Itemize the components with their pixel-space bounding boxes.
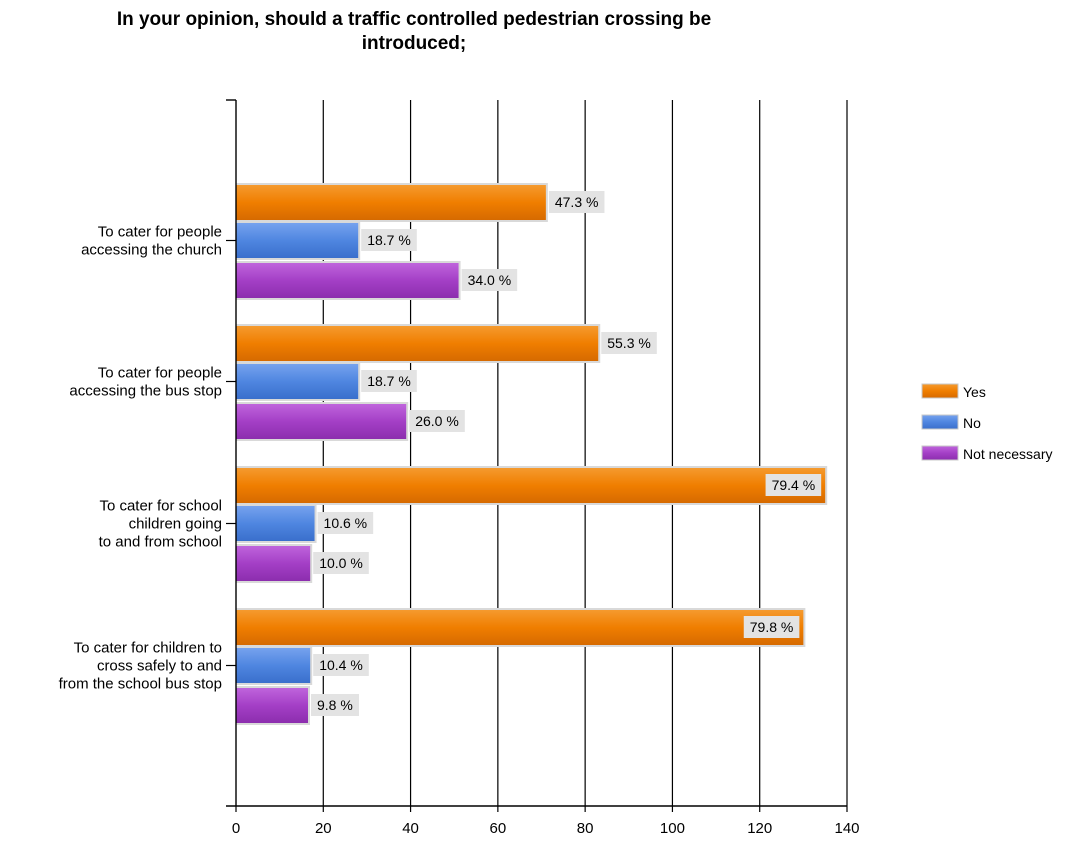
- legend-label: No: [963, 415, 981, 431]
- data-label: 47.3 %: [555, 194, 599, 210]
- x-tick-label: 20: [315, 820, 332, 837]
- category-label: to and from school: [99, 534, 222, 551]
- category-label: from the school bus stop: [59, 676, 222, 693]
- legend-swatch-not-necessary: [921, 445, 959, 461]
- bar-no: [236, 648, 311, 683]
- bar-not-necessary: [236, 546, 311, 581]
- category-label: To cater for school: [99, 498, 222, 515]
- legend: Yes No Not necessary: [921, 383, 1052, 462]
- data-label-background: [313, 552, 369, 574]
- data-label: 55.3 %: [607, 335, 651, 351]
- category-label: To cater for people: [98, 365, 222, 382]
- category-label: cross safely to and: [97, 658, 222, 675]
- x-tick-label: 100: [660, 820, 685, 837]
- bar-no: [236, 223, 359, 258]
- x-tick-label: 40: [402, 820, 419, 837]
- data-label-background: [313, 654, 369, 676]
- data-label-background: [361, 370, 417, 392]
- data-label-background: [409, 410, 465, 432]
- data-label: 34.0 %: [468, 272, 512, 288]
- x-tick-label: 60: [490, 820, 507, 837]
- x-tick-label: 140: [834, 820, 859, 837]
- bar-yes: [236, 185, 546, 220]
- x-tick-label: 120: [747, 820, 772, 837]
- bar-not-necessary: [236, 404, 407, 439]
- data-label: 79.4 %: [772, 477, 816, 493]
- data-label-background: [317, 512, 374, 534]
- bar-not-necessary: [236, 688, 309, 723]
- legend-swatch-no: [921, 414, 959, 430]
- data-label: 10.0 %: [319, 555, 363, 571]
- data-label: 79.8 %: [750, 619, 794, 635]
- x-tick-label: 0: [232, 820, 240, 837]
- data-label-background: [461, 269, 518, 291]
- legend-label: Yes: [963, 384, 986, 400]
- category-label: children going: [129, 516, 222, 533]
- data-label: 10.4 %: [319, 657, 363, 673]
- bar-not-necessary: [236, 263, 459, 298]
- data-label: 18.7 %: [367, 373, 411, 389]
- chart-title-line-2: introduced;: [361, 33, 467, 54]
- data-label: 9.8 %: [317, 697, 353, 713]
- bars: [236, 183, 828, 725]
- data-label-background: [548, 191, 605, 213]
- data-labels: 47.3 % 55.3 % 79.4 % 79.8 % 18.7 % 18.7 % 10.6…: [311, 191, 822, 716]
- chart-title: In your opinion, should a traffic contro…: [0, 8, 828, 56]
- data-label-background: [311, 694, 360, 716]
- category-label: accessing the bus stop: [69, 383, 222, 400]
- chart-title-line-1: In your opinion, should a traffic contro…: [116, 9, 712, 30]
- x-tick-label: 80: [577, 820, 594, 837]
- data-label-background: [765, 474, 822, 496]
- data-label: 26.0 %: [415, 413, 459, 429]
- data-label: 10.6 %: [324, 515, 368, 531]
- bar-yes: [236, 326, 599, 361]
- category-label: accessing the church: [81, 242, 222, 259]
- bar-yes: [236, 468, 826, 503]
- data-label-background: [601, 332, 657, 354]
- legend-label: Not necessary: [963, 446, 1052, 462]
- category-label: To cater for people: [98, 224, 222, 241]
- bar-yes: [236, 610, 804, 645]
- bar-no: [236, 506, 315, 541]
- category-label: To cater for children to: [74, 640, 222, 657]
- data-label: 18.7 %: [367, 232, 411, 248]
- bar-no: [236, 364, 359, 399]
- data-label-background: [361, 229, 417, 251]
- legend-swatch-yes: [921, 383, 959, 399]
- data-label-background: [743, 616, 800, 638]
